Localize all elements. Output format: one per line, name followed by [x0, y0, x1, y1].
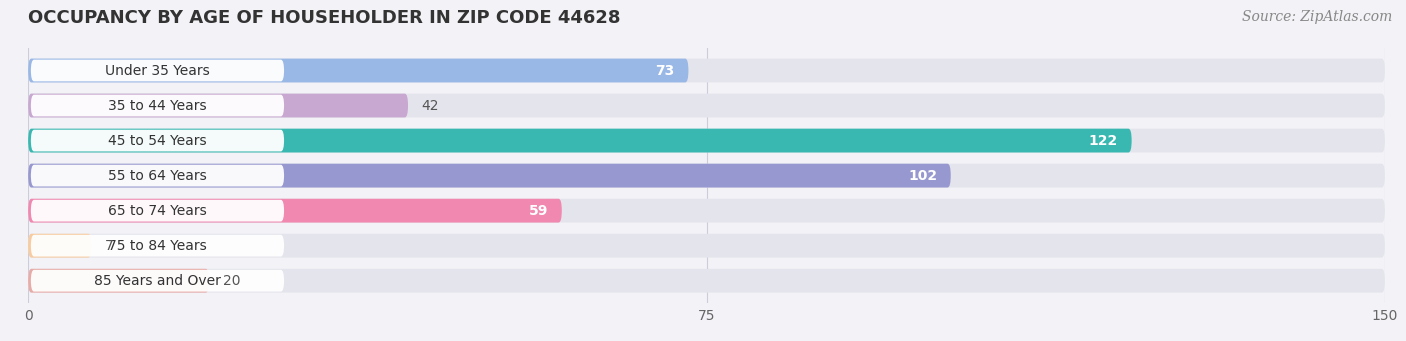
Text: 73: 73	[655, 63, 675, 77]
Text: 20: 20	[222, 274, 240, 288]
FancyBboxPatch shape	[28, 234, 1385, 257]
FancyBboxPatch shape	[31, 60, 284, 81]
FancyBboxPatch shape	[28, 234, 91, 257]
FancyBboxPatch shape	[31, 95, 284, 116]
FancyBboxPatch shape	[31, 200, 284, 222]
FancyBboxPatch shape	[28, 199, 1385, 223]
FancyBboxPatch shape	[28, 94, 1385, 117]
FancyBboxPatch shape	[31, 165, 284, 187]
Text: 65 to 74 Years: 65 to 74 Years	[108, 204, 207, 218]
FancyBboxPatch shape	[28, 269, 209, 293]
Text: Source: ZipAtlas.com: Source: ZipAtlas.com	[1241, 10, 1392, 24]
FancyBboxPatch shape	[28, 129, 1132, 152]
Text: 59: 59	[529, 204, 548, 218]
FancyBboxPatch shape	[28, 269, 1385, 293]
Text: 75 to 84 Years: 75 to 84 Years	[108, 239, 207, 253]
FancyBboxPatch shape	[28, 164, 950, 188]
FancyBboxPatch shape	[31, 235, 284, 256]
FancyBboxPatch shape	[31, 270, 284, 292]
FancyBboxPatch shape	[31, 130, 284, 151]
FancyBboxPatch shape	[28, 59, 689, 83]
Text: 45 to 54 Years: 45 to 54 Years	[108, 134, 207, 148]
Text: 7: 7	[105, 239, 114, 253]
FancyBboxPatch shape	[28, 164, 1385, 188]
Text: 122: 122	[1088, 134, 1118, 148]
Text: 35 to 44 Years: 35 to 44 Years	[108, 99, 207, 113]
Text: Under 35 Years: Under 35 Years	[105, 63, 209, 77]
FancyBboxPatch shape	[28, 59, 1385, 83]
Text: 102: 102	[908, 168, 938, 183]
Text: 85 Years and Over: 85 Years and Over	[94, 274, 221, 288]
FancyBboxPatch shape	[28, 129, 1385, 152]
FancyBboxPatch shape	[28, 199, 562, 223]
Text: 42: 42	[422, 99, 439, 113]
Text: 55 to 64 Years: 55 to 64 Years	[108, 168, 207, 183]
Text: OCCUPANCY BY AGE OF HOUSEHOLDER IN ZIP CODE 44628: OCCUPANCY BY AGE OF HOUSEHOLDER IN ZIP C…	[28, 9, 620, 27]
FancyBboxPatch shape	[28, 94, 408, 117]
